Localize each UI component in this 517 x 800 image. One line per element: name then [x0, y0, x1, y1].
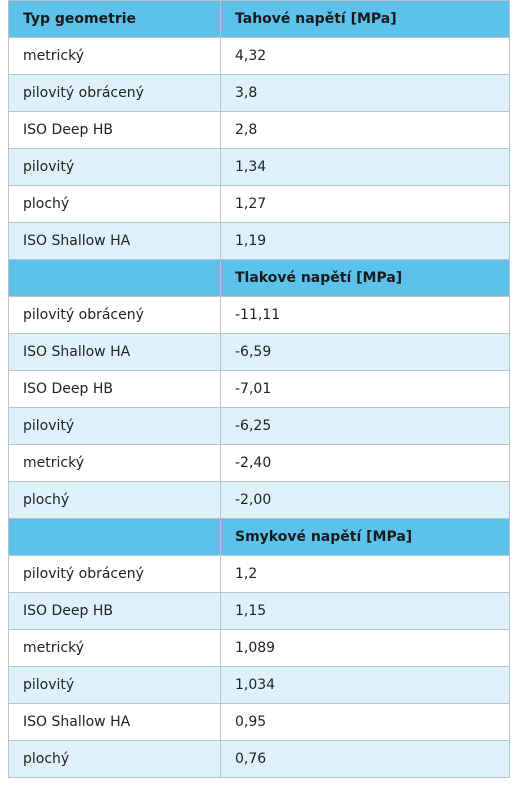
table-cell: 1,27: [220, 185, 510, 223]
section-header: Typ geometrie Tahové napětí [MPa]: [8, 0, 510, 38]
table-cell: 1,034: [220, 666, 510, 704]
table-cell: 1,15: [220, 592, 510, 630]
table-row: ISO Deep HB 2,8: [8, 111, 510, 149]
table-cell: -7,01: [220, 370, 510, 408]
table-row: ISO Shallow HA 0,95: [8, 703, 510, 741]
table-row: metrický 1,089: [8, 629, 510, 667]
table-body: Typ geometrie Tahové napětí [MPa] metrický…: [8, 0, 510, 778]
table-cell: 1,19: [220, 222, 510, 260]
table-cell: Tahové napětí [MPa]: [220, 0, 510, 38]
stress-table: Typ geometrie Tahové napětí [MPa] metrický…: [8, 0, 510, 778]
table-cell: -2,40: [220, 444, 510, 482]
table-row: plochý 0,76: [8, 740, 510, 778]
table-row: pilovitý obrácený -11,11: [8, 296, 510, 334]
table-cell: pilovitý obrácený: [8, 296, 221, 334]
table-row: pilovitý obrácený 3,8: [8, 74, 510, 112]
table-cell: pilovitý: [8, 666, 221, 704]
table-cell: pilovitý: [8, 407, 221, 445]
table-cell: Smykové napětí [MPa]: [220, 518, 510, 556]
table-cell: [8, 259, 221, 297]
table-cell: plochý: [8, 740, 221, 778]
table-cell: Typ geometrie: [8, 0, 221, 38]
table-cell: 1,2: [220, 555, 510, 593]
table-row: pilovitý 1,34: [8, 148, 510, 186]
table-row: metrický -2,40: [8, 444, 510, 482]
table-cell: Tlakové napětí [MPa]: [220, 259, 510, 297]
table-cell: ISO Deep HB: [8, 111, 221, 149]
table-cell: pilovitý obrácený: [8, 74, 221, 112]
table-cell: metrický: [8, 444, 221, 482]
table-cell: 1,34: [220, 148, 510, 186]
table-cell: 0,76: [220, 740, 510, 778]
section-header: Tlakové napětí [MPa]: [8, 259, 510, 297]
table-row: ISO Deep HB -7,01: [8, 370, 510, 408]
table-cell: 0,95: [220, 703, 510, 741]
table-row: pilovitý 1,034: [8, 666, 510, 704]
table-row: plochý 1,27: [8, 185, 510, 223]
table-cell: pilovitý: [8, 148, 221, 186]
table-cell: pilovitý obrácený: [8, 555, 221, 593]
table-cell: metrický: [8, 37, 221, 75]
table-cell: ISO Shallow HA: [8, 222, 221, 260]
table-cell: 1,089: [220, 629, 510, 667]
table-cell: plochý: [8, 481, 221, 519]
table-cell: -11,11: [220, 296, 510, 334]
table-cell: ISO Shallow HA: [8, 333, 221, 371]
table-row: ISO Shallow HA -6,59: [8, 333, 510, 371]
table-cell: 4,32: [220, 37, 510, 75]
table-cell: 2,8: [220, 111, 510, 149]
table-row: pilovitý -6,25: [8, 407, 510, 445]
table-cell: plochý: [8, 185, 221, 223]
table-row: plochý -2,00: [8, 481, 510, 519]
table-cell: 3,8: [220, 74, 510, 112]
table-row: ISO Shallow HA 1,19: [8, 222, 510, 260]
table-row: metrický 4,32: [8, 37, 510, 75]
table-row: pilovitý obrácený 1,2: [8, 555, 510, 593]
table-cell: [8, 518, 221, 556]
section-header: Smykové napětí [MPa]: [8, 518, 510, 556]
table-row: ISO Deep HB 1,15: [8, 592, 510, 630]
table-cell: -6,25: [220, 407, 510, 445]
table-cell: ISO Shallow HA: [8, 703, 221, 741]
table-cell: ISO Deep HB: [8, 370, 221, 408]
table-cell: -6,59: [220, 333, 510, 371]
table-cell: -2,00: [220, 481, 510, 519]
table-cell: ISO Deep HB: [8, 592, 221, 630]
table-cell: metrický: [8, 629, 221, 667]
